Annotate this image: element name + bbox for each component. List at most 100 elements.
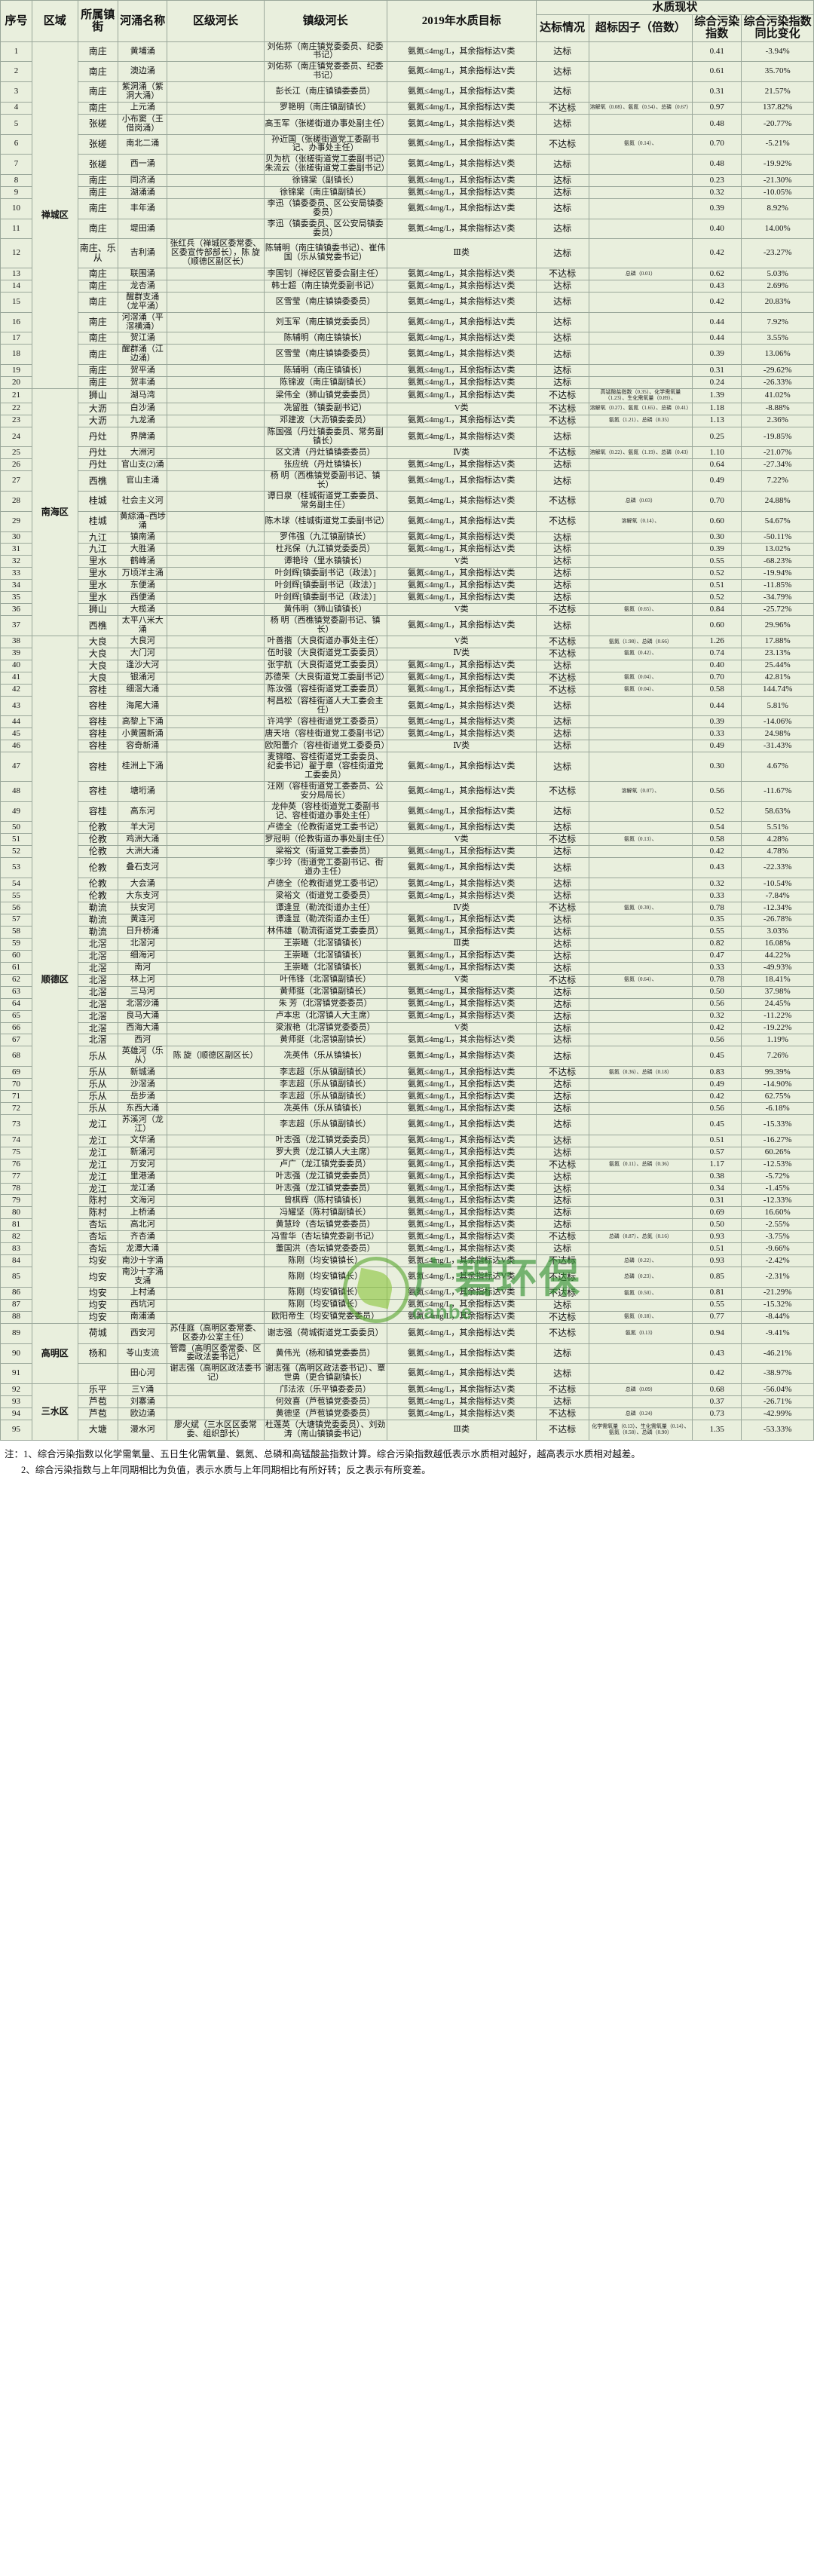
cell-district-chief <box>167 1254 265 1268</box>
cell-river-name: 万安河 <box>118 1158 168 1172</box>
cell-compliance: 达标 <box>535 1090 589 1104</box>
cell-compliance: 达标 <box>535 845 589 859</box>
table-row: 9 南庄 湖涌涌 徐锦棠（南庄镇副镇长） 氨氮≤4mg/L，其余指标达V类 达标 0.32-… <box>0 185 814 199</box>
cell-exceed-factor <box>588 238 693 269</box>
cell-pollution-index: 0.52 <box>692 591 742 605</box>
cell-river-name: 岳步涌 <box>118 1090 168 1104</box>
cell-exceed-factor <box>588 1046 693 1067</box>
table-row: 1 禅城区 南庄 黄埔涌 刘佑荪（南庄镇党委委员、纪委书记） 氨氮≤4mg/L，其余指标达… <box>0 41 814 390</box>
cell-pollution-index-yoy: -26.33% <box>741 376 814 390</box>
cell-compliance: 不达标 <box>535 491 589 512</box>
cell-district-chief <box>167 567 265 580</box>
cell-compliance: 达标 <box>535 1395 589 1408</box>
cell-town-chief: 陈汝强（容桂街道党工委委员） <box>263 683 387 697</box>
cell-district-chief <box>167 1242 265 1256</box>
cell-town: 陈村 <box>77 1206 119 1220</box>
cell-river-name: 湖马湾 <box>118 388 168 403</box>
note-line-2: 2、综合污染指数与上年同期相比为负值，表示水质与上年同期相比有所好转；反之表示有… <box>21 1464 431 1475</box>
cell-town: 南庄 <box>77 81 119 103</box>
cell-town: 乐从 <box>77 1066 119 1080</box>
cell-pollution-index: 0.78 <box>692 973 742 987</box>
cell-goal: 氨氮≤4mg/L，其余指标达V类 <box>386 1343 537 1365</box>
table-row: 14 南庄 龙杏涌 韩士超（南庄镇党委副书记） 氨氮≤4mg/L，其余指标达V类 达标 0.… <box>0 280 814 293</box>
cell-pollution-index: 0.56 <box>692 1034 742 1047</box>
cell-district-chief <box>167 402 265 415</box>
cell-compliance: 达标 <box>535 752 589 782</box>
cell-river-name: 西河 <box>118 1034 168 1047</box>
table-row: 31 九江 大胜涌 杜兆保（九江镇党委委员） 氨氮≤4mg/L，其余指标达V类 达标 0.3… <box>0 543 814 556</box>
cell-district-chief: 管霞（高明区委常委、区委政法委书记） <box>167 1343 265 1365</box>
cell-river-name: 高东河 <box>118 801 168 822</box>
cell-goal: 氨氮≤4mg/L，其余指标达V类 <box>386 543 537 556</box>
table-row: 23 大沥 九龙涌 邓建波（大沥镇委委员） 氨氮≤4mg/L，其余指标达V类 不达标 氨氮（… <box>0 414 814 427</box>
cell-pollution-index-yoy: -3.94% <box>741 41 814 63</box>
cell-pollution-index-yoy: -22.33% <box>741 857 814 879</box>
cell-exceed-factor <box>588 458 693 472</box>
cell-exceed-factor <box>588 695 693 717</box>
table-row: 82 杏坛 齐杏涌 冯雪华（杏坛镇党委副书记） 氨氮≤4mg/L，其余指标达V类 不达标总… <box>0 1230 814 1244</box>
cell-exceed-factor <box>588 41 693 63</box>
cell-district-chief <box>167 1102 265 1115</box>
cell-town: 乐从 <box>77 1102 119 1115</box>
cell-pollution-index-yoy: -6.18% <box>741 1102 814 1115</box>
cell-exceed-factor <box>588 591 693 605</box>
cell-exceed-factor: 溶解氧（0.22）、氨氮（1.19）、总磷（0.43） <box>588 446 693 460</box>
cell-exceed-factor <box>588 1034 693 1047</box>
cell-pollution-index: 0.39 <box>692 198 742 219</box>
cell-town-chief: 叶剑辉[镇委副书记（政法）] <box>263 579 387 593</box>
cell-exceed-factor <box>588 1078 693 1092</box>
cell-river-name: 湖涌涌 <box>118 185 168 199</box>
cell-district-chief <box>167 81 265 103</box>
table-row: 52 伦教 大洲大涌 梁裕文（街道党工委委员） 氨氮≤4mg/L，其余指标达V类 达标 0.… <box>0 845 814 859</box>
table-row: 41 大良 银涌河 苏德荣（大良街道党工委副书记） 氨氮≤4mg/L，其余指标达V类 不达… <box>0 671 814 685</box>
cell-compliance: 达标 <box>535 1102 589 1115</box>
cell-pollution-index: 0.55 <box>692 1298 742 1312</box>
cell-town-chief: 黄伟明（狮山镇镇长） <box>263 603 387 617</box>
cell-exceed-factor <box>588 1395 693 1408</box>
cell-pollution-index-yoy: -1.45% <box>741 1182 814 1196</box>
cell-river-name: 细海河 <box>118 949 168 963</box>
cell-pollution-index-yoy: -2.42% <box>741 1254 814 1268</box>
cell-pollution-index-yoy: 16.60% <box>741 1206 814 1220</box>
cell-town: 西樵 <box>77 470 119 492</box>
cell-pollution-index-yoy: -34.79% <box>741 591 814 605</box>
cell-pollution-index: 1.35 <box>692 1419 742 1441</box>
cell-sn: 92 <box>0 1383 32 1397</box>
cell-goal: 氨氮≤4mg/L，其余指标达V类 <box>386 376 537 390</box>
cell-town-chief: 叶剑辉[镇委副书记（政法）] <box>263 591 387 605</box>
table-header: 序号 区域 所属镇街 河涌名称 区级河长 镇级河长 2019年水质目标 水质现状… <box>0 0 814 42</box>
table-row: 43 容桂 海尾大涌 柯昌松（容桂街道人大工委会主任） 氨氮≤4mg/L，其余指标达V类… <box>0 695 814 717</box>
table-row: 27 西樵 官山主涌 杨 明（西樵镇党委副书记、镇长） 氨氮≤4mg/L，其余指标达V类… <box>0 470 814 492</box>
cell-exceed-factor <box>588 740 693 753</box>
cell-town-chief: 王崇曦（北滘镇镇长） <box>263 937 387 951</box>
cell-compliance: 达标 <box>535 61 589 83</box>
cell-town: 狮山 <box>77 603 119 617</box>
cell-goal: 氨氮≤4mg/L，其余指标达V类 <box>386 1254 537 1268</box>
cell-exceed-factor <box>588 752 693 782</box>
cell-town: 勒流 <box>77 925 119 939</box>
cell-goal: 氨氮≤4mg/L，其余指标达V类 <box>386 198 537 219</box>
table-row: 94 芦苞 欧边涌 黄德坚（芦苞镇党委委员） 氨氮≤4mg/L，其余指标达V类 不达标 总磷… <box>0 1407 814 1420</box>
cell-goal: 氨氮≤4mg/L，其余指标达V类 <box>386 344 537 366</box>
cell-river-name: 同济涌 <box>118 174 168 187</box>
cell-goal: V类 <box>386 1022 537 1035</box>
cell-sn: 47 <box>0 752 32 782</box>
cell-goal: 氨氮≤4mg/L，其余指标达V类 <box>386 1102 537 1115</box>
cell-exceed-factor <box>588 1146 693 1159</box>
cell-sn: 84 <box>0 1254 32 1268</box>
cell-town: 陈村 <box>77 1194 119 1208</box>
cell-compliance: 不达标 <box>535 1419 589 1441</box>
cell-goal: 氨氮≤4mg/L，其余指标达V类 <box>386 780 537 802</box>
cell-sn: 45 <box>0 727 32 741</box>
cell-town-chief: 黄德坚（芦苞镇党委委员） <box>263 1407 387 1420</box>
cell-district-chief <box>167 913 265 927</box>
cell-exceed-factor <box>588 961 693 975</box>
cell-town: 均安 <box>77 1310 119 1324</box>
cell-sn: 65 <box>0 1009 32 1023</box>
cell-goal: 氨氮≤4mg/L，其余指标达V类 <box>386 1322 537 1344</box>
cell-goal: 氨氮≤4mg/L，其余指标达V类 <box>386 1363 537 1385</box>
cell-pollution-index: 0.38 <box>692 1170 742 1184</box>
cell-pollution-index-yoy: 21.57% <box>741 81 814 103</box>
table-row: 57 勒流 黄连河 谭逢显（勒流街道办主任） 氨氮≤4mg/L，其余指标达V类 达标 0.3… <box>0 913 814 927</box>
cell-pollution-index-yoy: 41.02% <box>741 388 814 403</box>
